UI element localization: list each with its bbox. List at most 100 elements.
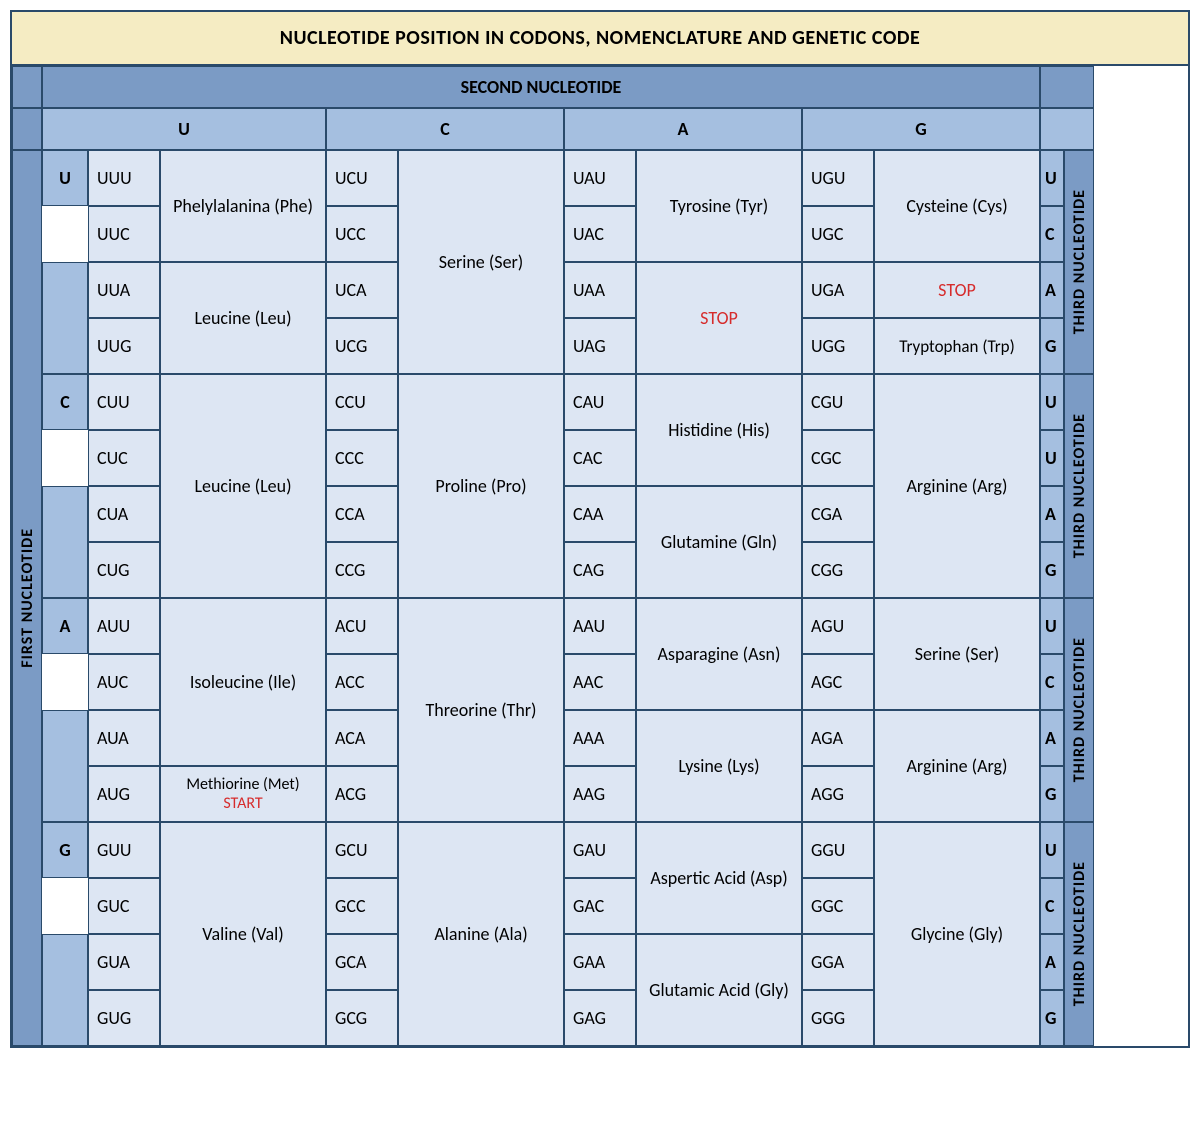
amino-phe: Phelylalanina (Phe): [160, 150, 326, 262]
codon-AGA: AGA: [802, 710, 874, 766]
col-u: U: [42, 108, 326, 150]
third-g-c: C: [1040, 878, 1064, 934]
codon-GAC: GAC: [564, 878, 636, 934]
third-u-c: C: [1040, 206, 1064, 262]
third-g-a: A: [1040, 934, 1064, 990]
codon-UUG: UUG: [88, 318, 160, 374]
amino-asp: Aspertic Acid (Asp): [636, 822, 802, 934]
third-c-u: U: [1040, 374, 1064, 430]
amino-leu1: Leucine (Leu): [160, 262, 326, 374]
codon-GGU: GGU: [802, 822, 874, 878]
amino-ile: Isoleucine (Ile): [160, 598, 326, 766]
third-a-u: U: [1040, 598, 1064, 654]
amino-ala: Alanine (Ala): [398, 822, 564, 1046]
codon-UGU: UGU: [802, 150, 874, 206]
row-c-label: C: [42, 374, 88, 430]
codon-AUG: AUG: [88, 766, 160, 822]
row-a-label: A: [42, 598, 88, 654]
codon-CCC: CCC: [326, 430, 398, 486]
col-c: C: [326, 108, 564, 150]
codon-UCC: UCC: [326, 206, 398, 262]
third-nucleotide-g: THIRD NUCLEOTIDE: [1064, 822, 1094, 1046]
third-c-a: A: [1040, 486, 1064, 542]
codon-CCG: CCG: [326, 542, 398, 598]
codon-AAA: AAA: [564, 710, 636, 766]
codon-UCG: UCG: [326, 318, 398, 374]
second-nucleotide-header: SECOND NUCLEOTIDE: [42, 66, 1040, 108]
codon-UUC: UUC: [88, 206, 160, 262]
amino-arg2: Arginine (Arg): [874, 710, 1040, 822]
row-a-pad: [42, 710, 88, 822]
codon-AAG: AAG: [564, 766, 636, 822]
amino-glu: Glutamic Acid (Gly): [636, 934, 802, 1046]
amino-gly: Glycine (Gly): [874, 822, 1040, 1046]
row-g-label: G: [42, 822, 88, 878]
third-nucleotide-a: THIRD NUCLEOTIDE: [1064, 598, 1094, 822]
codon-UAC: UAC: [564, 206, 636, 262]
amino-trp: Tryptophan (Trp): [874, 318, 1040, 374]
third-u-u: U: [1040, 150, 1064, 206]
codon-grid: SECOND NUCLEOTIDE U C A G FIRST NUCLEOTI…: [12, 66, 1188, 1046]
amino-stop-a: STOP: [636, 262, 802, 374]
third-c-c: U: [1040, 430, 1064, 486]
third-u-g: G: [1040, 318, 1064, 374]
amino-arg1: Arginine (Arg): [874, 374, 1040, 598]
blank-l2: [12, 108, 42, 150]
codon-CCU: CCU: [326, 374, 398, 430]
row-g-pad: [42, 934, 88, 1046]
amino-cys: Cysteine (Cys): [874, 150, 1040, 262]
codon-UGG: UGG: [802, 318, 874, 374]
col-a: A: [564, 108, 802, 150]
codon-GCA: GCA: [326, 934, 398, 990]
codon-CUU: CUU: [88, 374, 160, 430]
amino-ser: Serine (Ser): [398, 150, 564, 374]
codon-GUC: GUC: [88, 878, 160, 934]
codon-table: NUCLEOTIDE POSITION IN CODONS, NOMENCLAT…: [10, 10, 1190, 1048]
codon-UUU: UUU: [88, 150, 160, 206]
codon-GAG: GAG: [564, 990, 636, 1046]
codon-GUU: GUU: [88, 822, 160, 878]
third-nucleotide-u: THIRD NUCLEOTIDE: [1064, 150, 1094, 374]
codon-CGC: CGC: [802, 430, 874, 486]
codon-UAG: UAG: [564, 318, 636, 374]
codon-AAU: AAU: [564, 598, 636, 654]
codon-AGG: AGG: [802, 766, 874, 822]
codon-CAC: CAC: [564, 430, 636, 486]
first-nucleotide-label: FIRST NUCLEOTIDE: [12, 150, 42, 1046]
third-g-g: G: [1040, 990, 1064, 1046]
codon-CAU: CAU: [564, 374, 636, 430]
third-c-g: G: [1040, 542, 1064, 598]
codon-AUU: AUU: [88, 598, 160, 654]
codon-GAU: GAU: [564, 822, 636, 878]
amino-stop-g: STOP: [874, 262, 1040, 318]
codon-UCA: UCA: [326, 262, 398, 318]
third-a-c: C: [1040, 654, 1064, 710]
codon-GGA: GGA: [802, 934, 874, 990]
codon-CAG: CAG: [564, 542, 636, 598]
codon-GGC: GGC: [802, 878, 874, 934]
codon-ACU: ACU: [326, 598, 398, 654]
codon-ACG: ACG: [326, 766, 398, 822]
third-nucleotide-c: THIRD NUCLEOTIDE: [1064, 374, 1094, 598]
third-a-g: G: [1040, 766, 1064, 822]
amino-pro: Proline (Pro): [398, 374, 564, 598]
codon-GCU: GCU: [326, 822, 398, 878]
codon-UAA: UAA: [564, 262, 636, 318]
codon-AGC: AGC: [802, 654, 874, 710]
amino-asn: Asparagine (Asn): [636, 598, 802, 710]
codon-UGA: UGA: [802, 262, 874, 318]
col-g: G: [802, 108, 1040, 150]
codon-ACC: ACC: [326, 654, 398, 710]
codon-CUA: CUA: [88, 486, 160, 542]
codon-CGG: CGG: [802, 542, 874, 598]
codon-AGU: AGU: [802, 598, 874, 654]
blank-r2: [1040, 108, 1094, 150]
row-u-pad: [42, 262, 88, 374]
codon-CUC: CUC: [88, 430, 160, 486]
codon-AAC: AAC: [564, 654, 636, 710]
codon-CGU: CGU: [802, 374, 874, 430]
codon-ACA: ACA: [326, 710, 398, 766]
codon-AUC: AUC: [88, 654, 160, 710]
codon-GAA: GAA: [564, 934, 636, 990]
amino-his: Histidine (His): [636, 374, 802, 486]
